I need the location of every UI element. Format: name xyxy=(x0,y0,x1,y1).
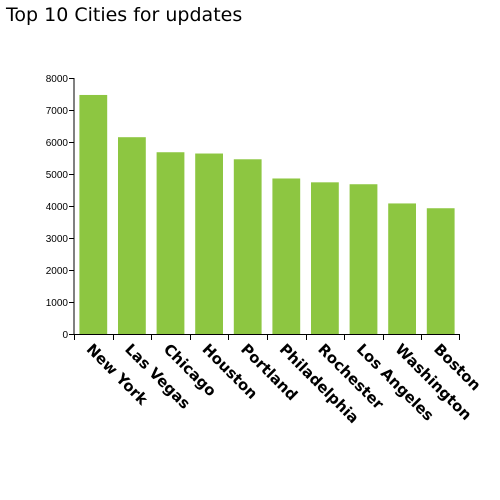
bar xyxy=(426,208,455,334)
bar xyxy=(156,152,185,334)
bar xyxy=(233,159,262,334)
bar xyxy=(272,178,301,334)
y-axis: 0 1000 2000 3000 4000 5000 6000 7000 8000 xyxy=(46,74,75,341)
y-tick-label: 4000 xyxy=(46,202,69,213)
y-tick-label: 1000 xyxy=(46,298,69,309)
y-tick-label: 6000 xyxy=(46,138,69,149)
bars xyxy=(79,94,455,335)
bar xyxy=(388,203,416,334)
y-tick-label: 5000 xyxy=(46,170,69,181)
bar xyxy=(311,182,339,334)
bar xyxy=(195,153,223,334)
chart-title: Top 10 Cities for updates xyxy=(6,4,243,26)
bar xyxy=(349,184,378,334)
bar xyxy=(118,137,146,334)
y-tick-label: 0 xyxy=(62,330,68,341)
y-tick-label: 3000 xyxy=(46,234,69,245)
y-tick-label: 8000 xyxy=(46,74,69,85)
bar xyxy=(79,94,108,335)
y-tick-label: 7000 xyxy=(46,106,69,117)
y-tick-label: 2000 xyxy=(46,266,69,277)
